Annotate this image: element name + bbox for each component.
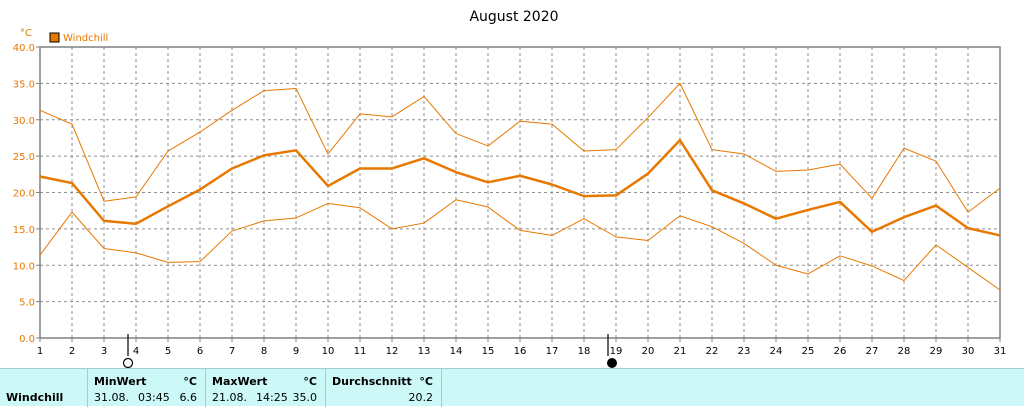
x-axis-ticks: 1 2 3 4 5 6 7 8 9 10 11 12 13 14 15 16 17 18 19 20 21 22 23 24 2… xyxy=(37,338,1007,357)
y-tick-label: 5.0 xyxy=(19,298,35,309)
x-tick-label: 6 xyxy=(197,346,203,357)
stats-row-label-cell: Windchill xyxy=(0,369,88,407)
x-tick-label: 4 xyxy=(133,346,139,357)
max-value-cell: MaxWert °C 21.08. 14:25 35.0 xyxy=(206,369,326,407)
x-tick-label: 20 xyxy=(642,346,655,357)
legend-label: Windchill xyxy=(63,33,108,44)
x-tick-label: 9 xyxy=(293,346,299,357)
x-tick-label: 31 xyxy=(994,346,1007,357)
max-unit: °C xyxy=(303,375,317,388)
x-tick-label: 17 xyxy=(546,346,559,357)
x-tick-label: 21 xyxy=(674,346,687,357)
windchill-average-line xyxy=(39,138,1001,237)
chart-title: August 2020 xyxy=(469,9,558,25)
x-tick-label: 2 xyxy=(69,346,75,357)
x-tick-label: 8 xyxy=(261,346,267,357)
average-cell: Durchschnitt °C 20.2 xyxy=(326,369,442,407)
x-tick-label: 16 xyxy=(514,346,527,357)
windchill-chart: August 2020 °C Windchill 0.0 5.0 10.0 15.0 2… xyxy=(13,9,1007,368)
x-tick-label: 28 xyxy=(898,346,911,357)
x-tick-label: 3 xyxy=(101,346,107,357)
last-quarter-moon-icon xyxy=(122,357,134,368)
statistics-bar: Windchill MinWert °C 31.08. 03:45 6.6 Ma… xyxy=(0,368,1024,407)
windchill-range-line xyxy=(39,82,1001,213)
min-date: 31.08. xyxy=(94,391,129,404)
series-lines xyxy=(39,82,1001,291)
y-tick-label: 15.0 xyxy=(13,225,35,236)
y-tick-label: 30.0 xyxy=(13,116,35,127)
x-tick-label: 5 xyxy=(165,346,171,357)
y-tick-label: 0.0 xyxy=(19,334,35,345)
x-tick-label: 10 xyxy=(322,346,335,357)
legend-swatch xyxy=(49,32,60,43)
avg-header: Durchschnitt xyxy=(332,375,412,388)
min-header: MinWert xyxy=(94,375,147,388)
y-tick-label: 20.0 xyxy=(13,189,35,200)
min-value: 6.6 xyxy=(179,391,198,404)
y-axis-unit: °C xyxy=(20,28,32,39)
min-value-cell: MinWert °C 31.08. 03:45 6.6 xyxy=(88,369,206,407)
x-tick-label: 11 xyxy=(354,346,367,357)
x-tick-label: 29 xyxy=(930,346,943,357)
y-tick-label: 25.0 xyxy=(13,152,35,163)
y-tick-label: 10.0 xyxy=(13,261,35,272)
min-time: 03:45 xyxy=(138,391,170,404)
max-date: 21.08. xyxy=(212,391,247,404)
x-tick-label: 24 xyxy=(770,346,783,357)
x-tick-label: 23 xyxy=(738,346,751,357)
max-time: 14:25 xyxy=(256,391,288,404)
windchill-range-line xyxy=(39,199,1001,291)
stats-row-label: Windchill xyxy=(6,391,64,404)
x-tick-label: 30 xyxy=(962,346,975,357)
x-tick-label: 7 xyxy=(229,346,235,357)
y-tick-label: 40.0 xyxy=(13,43,35,54)
max-header: MaxWert xyxy=(212,375,268,388)
x-tick-label: 19 xyxy=(610,346,623,357)
x-tick-label: 26 xyxy=(834,346,847,357)
avg-unit: °C xyxy=(419,375,433,388)
y-tick-label: 35.0 xyxy=(13,79,35,90)
x-tick-label: 27 xyxy=(866,346,879,357)
x-tick-label: 1 xyxy=(37,346,43,357)
x-tick-label: 25 xyxy=(802,346,815,357)
new-moon-icon xyxy=(607,358,617,368)
x-tick-label: 15 xyxy=(482,346,495,357)
x-tick-label: 14 xyxy=(450,346,463,357)
min-unit: °C xyxy=(183,375,197,388)
x-tick-label: 13 xyxy=(418,346,431,357)
x-tick-label: 12 xyxy=(386,346,399,357)
x-tick-label: 18 xyxy=(578,346,591,357)
grid-lines xyxy=(40,47,1000,338)
max-value: 35.0 xyxy=(292,391,318,404)
avg-value: 20.2 xyxy=(408,391,434,404)
x-tick-label: 22 xyxy=(706,346,719,357)
moon-phase-markers xyxy=(122,334,617,368)
y-axis-ticks: 0.0 5.0 10.0 15.0 20.0 25.0 30.0 35.0 40.0 xyxy=(13,43,40,345)
